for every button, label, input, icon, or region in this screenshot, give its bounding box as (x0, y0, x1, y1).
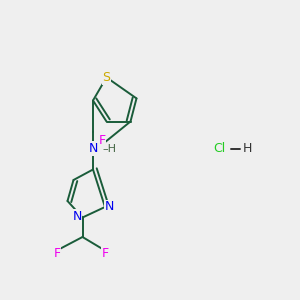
Text: F: F (101, 247, 109, 260)
Text: Cl: Cl (213, 142, 225, 155)
Text: S: S (103, 71, 110, 84)
Text: N: N (88, 142, 98, 155)
Text: F: F (53, 247, 61, 260)
Text: N: N (72, 209, 82, 223)
Text: F: F (98, 134, 106, 147)
Text: N: N (105, 200, 114, 214)
Text: H: H (243, 142, 252, 155)
Text: –H: –H (103, 143, 116, 154)
